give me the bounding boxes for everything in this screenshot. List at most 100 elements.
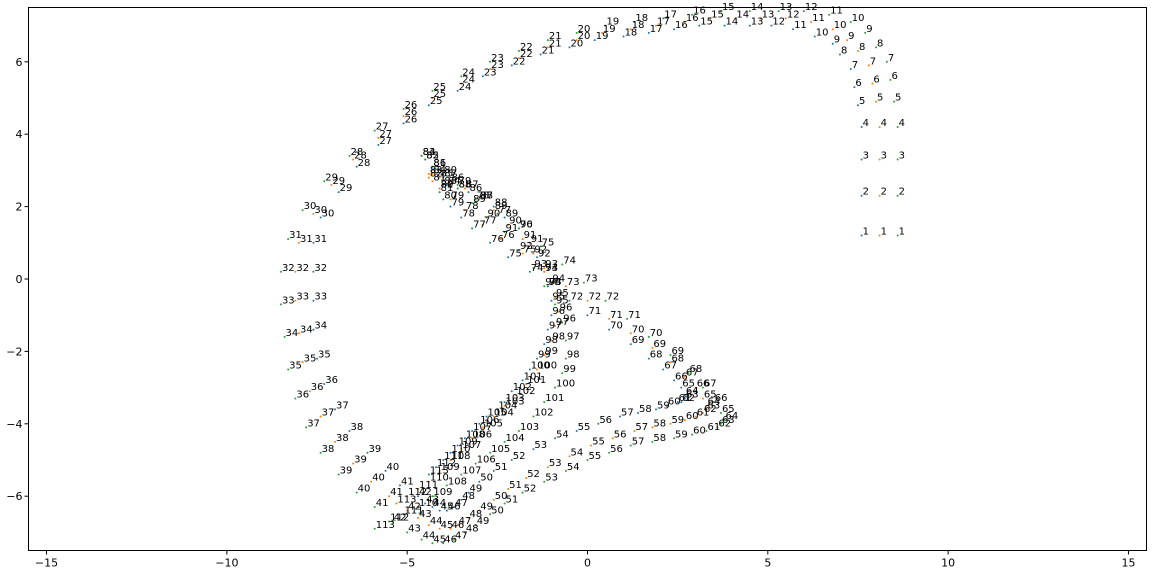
point-label: 80: [444, 165, 457, 176]
x-tick-label: 0: [584, 557, 591, 570]
data-point: [554, 386, 557, 389]
point-label: 44: [433, 498, 446, 509]
data-point: [453, 538, 456, 541]
data-point: [568, 455, 571, 458]
point-label: 22: [513, 56, 526, 67]
data-point: [467, 191, 470, 194]
point-label: 37: [322, 408, 335, 419]
point-label: 95: [556, 295, 569, 306]
data-point: [438, 509, 441, 512]
data-point: [860, 125, 863, 128]
data-point: [748, 24, 751, 27]
data-point: [550, 339, 553, 342]
point-label: 94: [545, 277, 558, 288]
point-label: 15: [711, 9, 724, 20]
data-point: [503, 502, 506, 505]
point-label: 4: [863, 118, 869, 129]
data-point: [496, 212, 499, 215]
point-label: 50: [480, 473, 493, 484]
point-label: 109: [459, 437, 478, 448]
data-point: [442, 459, 445, 461]
data-point: [543, 354, 546, 357]
data-point: [442, 183, 445, 186]
point-label: 59: [675, 429, 688, 440]
point-label: 10: [816, 27, 829, 38]
data-point: [604, 24, 607, 27]
point-label: 44: [423, 531, 436, 542]
data-point: [647, 31, 650, 34]
point-label: 23: [491, 60, 504, 71]
point-label: 29: [332, 176, 345, 187]
data-point: [647, 335, 650, 338]
point-label: 17: [657, 17, 670, 28]
point-label: 2: [863, 187, 869, 198]
data-point: [860, 194, 863, 197]
data-point: [517, 430, 520, 433]
data-point: [683, 20, 686, 23]
data-point: [701, 386, 704, 389]
point-label: 10: [834, 20, 847, 31]
point-label: 69: [653, 339, 666, 350]
point-label: 19: [607, 17, 620, 28]
data-point: [402, 122, 405, 125]
data-point: [489, 513, 492, 516]
point-label: 9: [834, 35, 840, 46]
point-label: 51: [495, 462, 508, 473]
point-label: 34: [300, 324, 313, 335]
point-label: 85: [459, 180, 472, 191]
data-point: [597, 422, 600, 425]
x-tick-label: 10: [941, 557, 955, 570]
data-point: [575, 31, 578, 34]
x-tick: 5: [764, 550, 771, 570]
x-tick-label: 15: [1121, 557, 1135, 570]
point-label: 14: [736, 9, 749, 20]
point-label: 91: [506, 223, 519, 234]
data-point: [831, 42, 834, 45]
data-point: [373, 506, 376, 509]
point-label: 17: [664, 9, 677, 20]
point-label: 55: [592, 437, 605, 448]
data-point: [633, 430, 636, 433]
point-label: 79: [451, 190, 464, 201]
data-point: [651, 440, 654, 443]
data-point: [305, 426, 308, 429]
data-point: [575, 430, 578, 433]
point-label: 93: [534, 259, 547, 270]
data-point: [478, 198, 481, 201]
data-point: [460, 473, 463, 476]
point-label: 53: [534, 440, 547, 451]
point-labels: 1234567891011121314151617181920212223242…: [282, 2, 905, 545]
point-label: 41: [390, 487, 403, 498]
point-label: 1: [899, 227, 905, 238]
data-point: [557, 310, 560, 313]
data-point: [543, 480, 546, 483]
point-label: 39: [369, 444, 382, 455]
data-point: [294, 299, 297, 302]
point-label: 107: [462, 465, 481, 476]
data-point: [438, 469, 441, 472]
data-point: [539, 245, 542, 248]
data-point: [416, 487, 419, 490]
data-point: [427, 524, 430, 527]
point-label: 23: [484, 67, 497, 78]
data-point: [536, 256, 539, 259]
point-label: 48: [466, 523, 479, 534]
data-point: [431, 495, 434, 498]
point-label: 51: [509, 480, 522, 491]
data-point: [460, 75, 463, 78]
data-point: [431, 180, 434, 183]
point-label: 70: [610, 321, 623, 332]
data-point: [330, 183, 333, 186]
data-point: [406, 509, 409, 512]
data-point: [636, 411, 639, 414]
data-point: [319, 451, 322, 454]
data-point: [287, 238, 290, 241]
data-point: [867, 64, 870, 67]
data-point: [460, 448, 463, 451]
point-label: 65: [682, 379, 695, 390]
point-label: 41: [401, 476, 414, 487]
point-label: 66: [715, 393, 728, 404]
point-label: 50: [495, 491, 508, 502]
data-point: [550, 281, 553, 284]
point-label: 80: [441, 180, 454, 191]
